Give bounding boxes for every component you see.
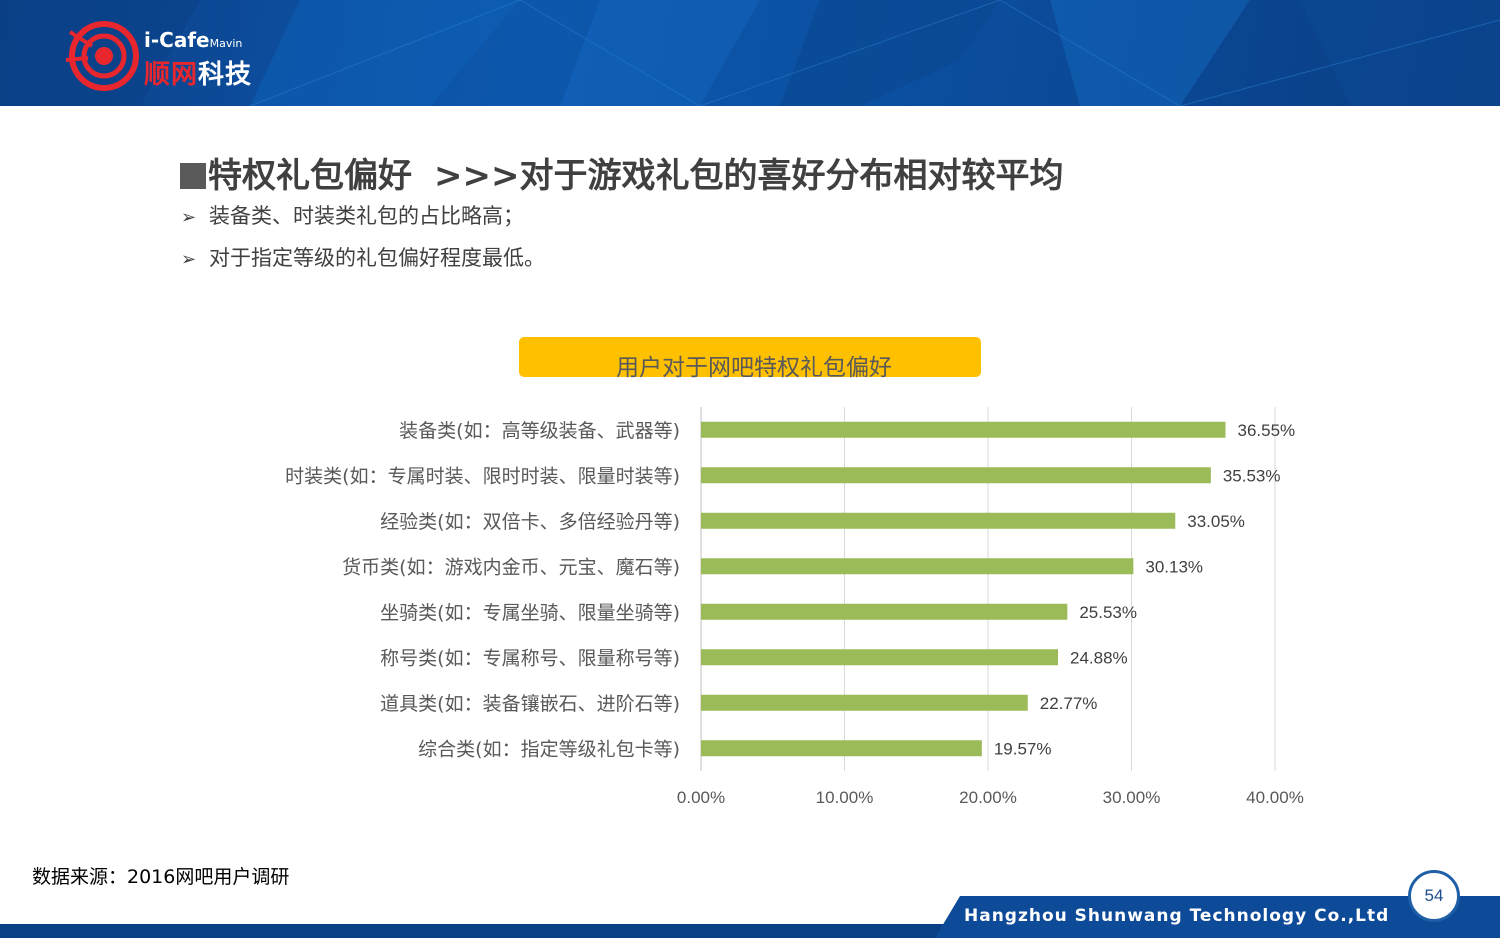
- data-label: 35.53%: [1223, 466, 1281, 485]
- bar: [701, 512, 1176, 529]
- bar: [701, 649, 1059, 666]
- data-label: 25.53%: [1079, 603, 1137, 622]
- data-label: 30.13%: [1145, 557, 1203, 576]
- x-tick-label: 10.00%: [816, 788, 874, 807]
- logo-target-icon: [65, 21, 139, 91]
- logo-cn: 顺网科技: [144, 60, 253, 90]
- data-label: 24.88%: [1070, 648, 1128, 667]
- bullet-item: ➢ 对于指定等级的礼包偏好程度最低。: [181, 246, 545, 270]
- title-main: 特权礼包偏好: [208, 156, 412, 196]
- category-label: 称号类(如：专属称号、限量称号等): [380, 647, 680, 669]
- bar: [701, 467, 1211, 484]
- page-number: 54: [1424, 886, 1444, 905]
- header-banner: i-CafeMavin 顺网科技: [0, 0, 1500, 106]
- bar: [701, 740, 982, 757]
- footer-band: [0, 896, 1500, 938]
- x-tick-label: 40.00%: [1246, 788, 1304, 807]
- company-name: Hangzhou Shunwang Technology Co.,Ltd: [964, 906, 1390, 926]
- header-background: [0, 0, 1500, 106]
- category-label: 时装类(如：专属时装、限时时装、限量时装等): [285, 465, 680, 487]
- page-title: 特权礼包偏好 >>>对于游戏礼包的喜好分布相对较平均: [180, 148, 1063, 197]
- chart-title-box: [519, 337, 981, 377]
- x-tick-label: 20.00%: [959, 788, 1017, 807]
- bar: [701, 421, 1226, 438]
- category-label: 经验类(如：双倍卡、多倍经验丹等): [380, 511, 680, 533]
- category-label: 货币类(如：游戏内金币、元宝、魔石等): [342, 556, 680, 578]
- arrow-bullet-icon: ➢: [181, 207, 197, 228]
- bar: [701, 694, 1028, 711]
- data-source: 数据来源：2016网吧用户调研: [32, 866, 290, 888]
- arrow-bullet-icon: ➢: [181, 249, 197, 270]
- title-square-icon: [180, 163, 206, 189]
- category-label: 坐骑类(如：专属坐骑、限量坐骑等): [380, 602, 680, 624]
- title-sub: >>>对于游戏礼包的喜好分布相对较平均: [434, 156, 1064, 196]
- bar: [701, 603, 1068, 620]
- page-number-badge: [1408, 870, 1460, 922]
- category-label: 综合类(如：指定等级礼包卡等): [418, 738, 680, 760]
- x-tick-label: 30.00%: [1103, 788, 1161, 807]
- data-label: 36.55%: [1237, 421, 1295, 440]
- category-label: 装备类(如：高等级装备、武器等): [399, 420, 680, 442]
- data-label: 22.77%: [1040, 694, 1098, 713]
- company-logo: i-CafeMavin 顺网科技: [62, 10, 292, 100]
- category-label: 道具类(如：装备镶嵌石、进阶石等): [380, 693, 680, 715]
- bullet-item: ➢ 装备类、时装类礼包的占比略高；: [181, 204, 524, 228]
- data-label: 33.05%: [1187, 512, 1245, 531]
- x-tick-label: 0.00%: [677, 788, 725, 807]
- bar: [701, 558, 1134, 575]
- logo-en: i-CafeMavin: [144, 28, 243, 52]
- chart-title: 用户对于网吧特权礼包偏好: [616, 355, 892, 381]
- data-label: 19.57%: [994, 739, 1052, 758]
